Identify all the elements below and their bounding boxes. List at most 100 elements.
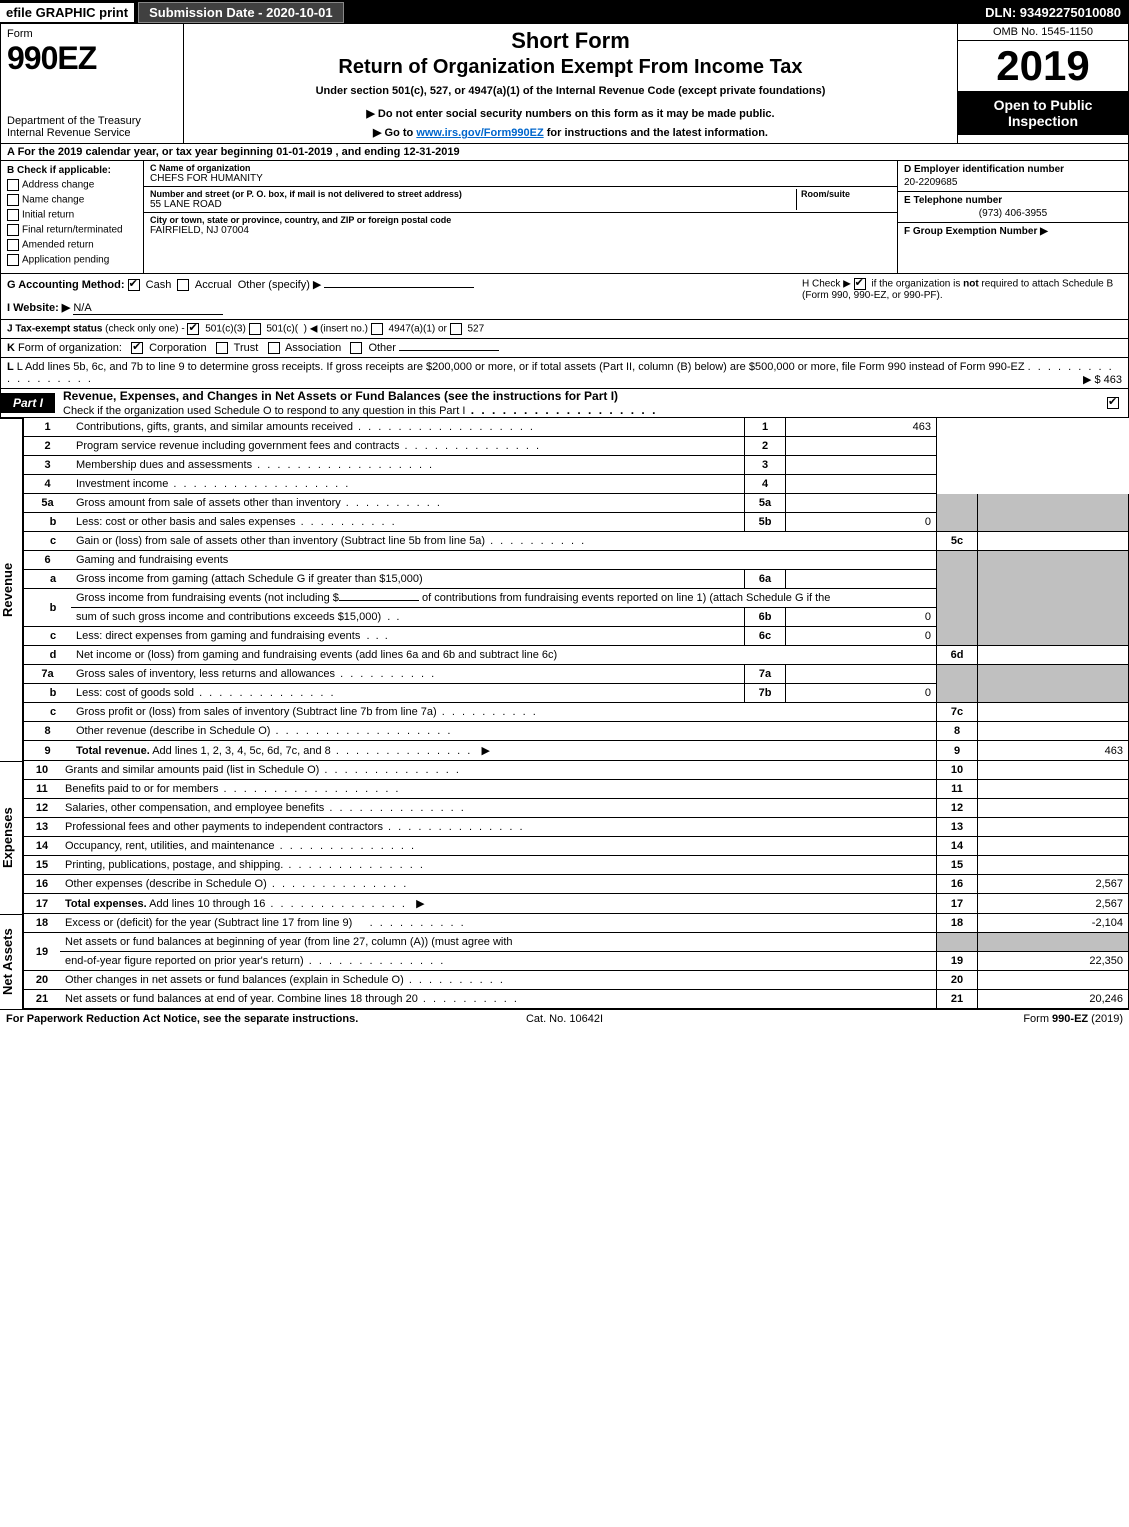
line6d-value [978,646,1129,665]
footer-left: For Paperwork Reduction Act Notice, see … [6,1013,378,1025]
line5b-value: 0 [786,513,937,532]
chk-final[interactable] [7,224,19,236]
c-room-label: Room/suite [801,189,891,199]
net-assets-section: Net Assets 18Excess or (deficit) for the… [0,914,1129,1009]
footer-center: Cat. No. 10642I [378,1013,750,1025]
revenue-section: Revenue 1Contributions, gifts, grants, a… [0,418,1129,761]
efile-label: efile GRAPHIC print [0,3,134,22]
revenue-label: Revenue [0,418,23,761]
chk-address[interactable] [7,179,19,191]
form-header: Form 990EZ Department of the Treasury In… [0,24,1129,144]
inspection-label: Open to Public Inspection [958,91,1128,135]
form-number: 990EZ [7,40,177,77]
line9-value: 463 [978,741,1129,761]
chk-corp[interactable] [131,342,143,354]
omb-number: OMB No. 1545-1150 [958,24,1128,41]
g-other-input[interactable] [324,287,474,288]
chk-initial[interactable] [7,209,19,221]
c-street-label: Number and street (or P. O. box, if mail… [150,189,796,199]
line16-value: 2,567 [978,875,1129,894]
line7c-value [978,703,1129,722]
phone: (973) 406-3955 [904,208,1122,219]
info-block: B Check if applicable: Address change Na… [0,161,1129,274]
row-l: L L Add lines 5b, 6c, and 7b to line 9 t… [0,358,1129,389]
website: N/A [73,302,223,315]
chk-part1-sched-o[interactable] [1107,397,1119,409]
footer-right: Form 990-EZ (2019) [751,1013,1123,1025]
expenses-label: Expenses [0,761,23,914]
line7b-value: 0 [786,684,937,703]
chk-assoc[interactable] [268,342,280,354]
chk-accrual[interactable] [177,279,189,291]
chk-trust[interactable] [216,342,228,354]
line3-value [786,456,937,475]
chk-h[interactable] [854,278,866,290]
line20-value [978,971,1129,990]
expenses-section: Expenses 10Grants and similar amounts pa… [0,761,1129,914]
line6a-value [786,570,937,589]
line10-value [978,761,1129,780]
title-short-form: Short Form [194,28,947,54]
b-label: B Check if applicable: [7,165,137,176]
line5c-value [978,532,1129,551]
title-return: Return of Organization Exempt From Incom… [194,56,947,79]
top-bar: efile GRAPHIC print Submission Date - 20… [0,0,1129,24]
form-label: Form [7,28,177,40]
header-right: OMB No. 1545-1150 2019 Open to Public In… [957,24,1128,143]
line5a-value [786,494,937,513]
tax-year: 2019 [958,41,1128,91]
org-street: 55 LANE ROAD [150,199,796,210]
line6c-value: 0 [786,627,937,646]
line17-value: 2,567 [978,894,1129,914]
part1-title: Revenue, Expenses, and Changes in Net As… [55,389,1107,417]
f-group-label: F Group Exemption Number ▶ [904,226,1122,237]
line12-value [978,799,1129,818]
e-phone-label: E Telephone number [904,195,1122,206]
dept-treasury: Department of the Treasury Internal Reve… [7,115,177,139]
chk-501c3[interactable] [187,323,199,335]
part1-label: Part I [1,393,55,413]
line7a-value [786,665,937,684]
c-name-label: C Name of organization [150,163,891,173]
line21-value: 20,246 [978,990,1129,1009]
row-k: K Form of organization: Corporation Trus… [0,339,1129,358]
net-assets-label: Net Assets [0,914,23,1009]
note-link: ▶ Go to www.irs.gov/Form990EZ for instru… [194,126,947,139]
line11-value [978,780,1129,799]
chk-other-org[interactable] [350,342,362,354]
row-a-period: A For the 2019 calendar year, or tax yea… [0,144,1129,161]
i-label: I Website: ▶ [7,302,70,314]
row-g-h: G Accounting Method: Cash Accrual Other … [0,274,1129,320]
dln: DLN: 93492275010080 [985,5,1129,20]
ein: 20-2209685 [904,177,1122,188]
header-left: Form 990EZ Department of the Treasury In… [1,24,184,143]
line2-value [786,437,937,456]
chk-cash[interactable] [128,279,140,291]
line1-value: 463 [786,418,937,437]
subtitle: Under section 501(c), 527, or 4947(a)(1)… [194,85,947,97]
c-city-label: City or town, state or province, country… [150,215,891,225]
line15-value [978,856,1129,875]
note-ssn: ▶ Do not enter social security numbers o… [194,107,947,120]
chk-501c[interactable] [249,323,261,335]
org-city: FAIRFIELD, NJ 07004 [150,225,891,236]
section-c: C Name of organization CHEFS FOR HUMANIT… [144,161,897,273]
line4-value [786,475,937,494]
chk-pending[interactable] [7,254,19,266]
chk-527[interactable] [450,323,462,335]
row-j: J Tax-exempt status (check only one) - 5… [0,320,1129,339]
d-ein-label: D Employer identification number [904,164,1122,175]
chk-amended[interactable] [7,239,19,251]
org-name: CHEFS FOR HUMANITY [150,173,891,184]
line19-value: 22,350 [978,952,1129,971]
chk-name[interactable] [7,194,19,206]
k-other-input[interactable] [399,350,499,351]
section-d: D Employer identification number 20-2209… [897,161,1128,273]
part1-header: Part I Revenue, Expenses, and Changes in… [0,389,1129,418]
header-center: Short Form Return of Organization Exempt… [184,24,957,143]
line6b-value: 0 [786,608,937,627]
irs-link[interactable]: www.irs.gov/Form990EZ [416,127,543,139]
g-label: G Accounting Method: [7,279,125,291]
chk-4947[interactable] [371,323,383,335]
line13-value [978,818,1129,837]
